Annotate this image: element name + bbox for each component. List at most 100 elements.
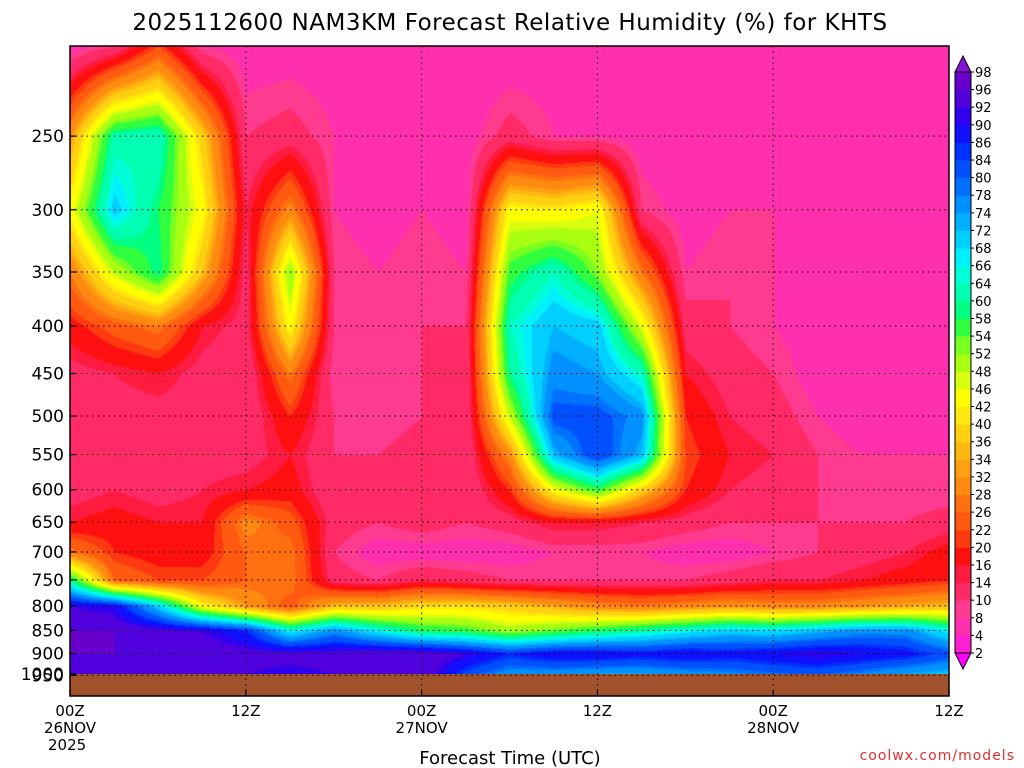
colorbar-swatch xyxy=(955,512,971,531)
colorbar-swatch xyxy=(955,406,971,425)
pressure-tick-label: 850 xyxy=(32,621,64,641)
pressure-tick-label: 650 xyxy=(32,513,64,533)
chart-title: 2025112600 NAM3KM Forecast Relative Humi… xyxy=(132,10,887,36)
time-tick-label: 28NOV xyxy=(747,719,800,737)
colorbar-swatch xyxy=(955,494,971,513)
colorbar-tick-label: 4 xyxy=(975,629,983,644)
colorbar-swatch xyxy=(955,424,971,443)
plot-frame xyxy=(69,45,950,697)
colorbar-tick-label: 14 xyxy=(975,577,992,592)
colorbar-swatch xyxy=(955,124,971,143)
colorbar-tick-label: 74 xyxy=(975,207,992,222)
colorbar-swatch xyxy=(955,212,971,231)
colorbar-tick-label: 60 xyxy=(975,295,992,310)
pressure-tick-label: 900 xyxy=(32,644,64,664)
time-tick-label: 00Z xyxy=(407,702,436,720)
colorbar-tick-label: 66 xyxy=(975,260,992,275)
colorbar: 2481014162022262832343640424648525458606… xyxy=(954,54,992,671)
pressure-tick-label: 300 xyxy=(32,201,64,221)
colorbar-swatch xyxy=(955,142,971,161)
pressure-tick-label: 250 xyxy=(32,127,64,147)
pressure-tick-label: 600 xyxy=(32,481,64,501)
colorbar-tick-label: 28 xyxy=(975,489,992,504)
colorbar-swatch xyxy=(955,265,971,284)
colorbar-swatch xyxy=(955,195,971,214)
colorbar-swatch xyxy=(955,547,971,566)
time-tick-label: 00Z xyxy=(55,702,84,720)
colorbar-tick-label: 20 xyxy=(975,541,992,556)
colorbar-swatch xyxy=(955,617,971,636)
colorbar-swatch xyxy=(955,318,971,337)
colorbar-swatch xyxy=(955,89,971,108)
x-axis-label: Forecast Time (UTC) xyxy=(419,748,600,768)
colorbar-tick-label: 34 xyxy=(975,453,992,468)
colorbar-swatch xyxy=(955,72,971,91)
time-tick-label: 12Z xyxy=(934,702,963,720)
colorbar-tick-label: 90 xyxy=(975,119,992,134)
colorbar-tick-label: 46 xyxy=(975,383,992,398)
colorbar-swatch xyxy=(955,230,971,249)
colorbar-swatch xyxy=(955,564,971,584)
colorbar-tick-label: 22 xyxy=(975,524,992,539)
colorbar-swatch xyxy=(955,353,971,372)
colorbar-swatch xyxy=(955,600,971,619)
colorbar-tick-label: 52 xyxy=(975,348,992,363)
pressure-tick-label: 1000 xyxy=(21,665,64,685)
pressure-tick-label: 950 xyxy=(32,666,64,686)
colorbar-tick-label: 42 xyxy=(975,401,992,416)
time-tick-label: 12Z xyxy=(583,702,612,720)
pressure-tick-label: 350 xyxy=(32,263,64,283)
colorbar-tick-label: 92 xyxy=(975,101,992,116)
colorbar-swatch xyxy=(955,388,971,408)
colorbar-swatch xyxy=(955,248,971,267)
colorbar-frame xyxy=(954,71,972,654)
colorbar-tick-label: 54 xyxy=(975,330,992,345)
colorbar-tick-label: 84 xyxy=(975,154,992,169)
colorbar-swatch xyxy=(955,283,971,302)
time-tick-label: 00Z xyxy=(759,702,788,720)
colorbar-tick-label: 78 xyxy=(975,189,992,204)
colorbar-tick-label: 68 xyxy=(975,242,992,257)
colorbar-tick-label: 36 xyxy=(975,436,992,451)
time-tick-label: 2025 xyxy=(48,736,86,754)
colorbar-swatch xyxy=(955,300,971,319)
colorbar-tick-label: 40 xyxy=(975,418,992,433)
pressure-tick-label: 450 xyxy=(32,365,64,385)
plot-gridlines xyxy=(70,46,949,696)
pressure-tick-label: 400 xyxy=(32,317,64,337)
colorbar-tick-label: 58 xyxy=(975,312,992,327)
pressure-tick-label: 500 xyxy=(32,407,64,427)
pressure-tick-label: 550 xyxy=(32,446,64,466)
colorbar-swatch xyxy=(955,160,971,179)
pressure-tick-label: 800 xyxy=(32,597,64,617)
pressure-axis-ticks: 250 300 350 400 450 500 550 600 650 700 750 800 850 9… xyxy=(21,127,76,686)
time-tick-label: 26NOV xyxy=(44,719,97,737)
colorbar-tick-label: 16 xyxy=(975,559,992,574)
colorbar-swatch xyxy=(955,635,971,654)
colorbar-swatch xyxy=(955,177,971,196)
colorbar-swatch xyxy=(955,459,971,478)
colorbar-tick-label: 86 xyxy=(975,136,992,151)
humidity-field xyxy=(70,46,949,696)
credit-link[interactable]: coolwx.com/models xyxy=(860,748,1015,764)
colorbar-tick-label: 64 xyxy=(975,277,992,292)
colorbar-swatch xyxy=(955,529,971,548)
colorbar-bottom-arrow xyxy=(954,652,972,671)
colorbar-tick-label: 26 xyxy=(975,506,992,521)
colorbar-swatch xyxy=(955,107,971,126)
colorbar-swatch xyxy=(955,441,971,460)
colorbar-tick-label: 98 xyxy=(975,66,992,81)
colorbar-tick-label: 8 xyxy=(975,612,983,627)
colorbar-swatch xyxy=(955,476,971,496)
time-tick-label: 27NOV xyxy=(396,719,449,737)
pressure-tick-label: 700 xyxy=(32,543,64,563)
time-tick-label: 12Z xyxy=(231,702,260,720)
colorbar-swatch xyxy=(955,582,971,601)
humidity-field-raster xyxy=(70,46,949,696)
colorbar-tick-label: 72 xyxy=(975,224,992,239)
below-ground-area xyxy=(70,674,949,696)
colorbar-top-arrow xyxy=(954,54,972,73)
colorbar-swatch xyxy=(955,336,971,355)
